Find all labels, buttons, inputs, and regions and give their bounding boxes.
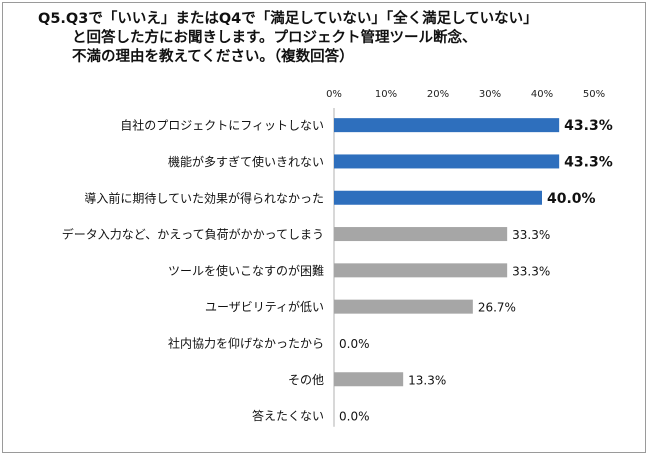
bar — [334, 372, 404, 387]
x-tick-label: 20% — [427, 89, 449, 100]
x-tick-label: 10% — [375, 89, 397, 100]
category-label: ユーザビリティが低い — [205, 299, 324, 314]
data-label: 43.3% — [564, 154, 613, 170]
x-tick-label: 0% — [326, 89, 342, 100]
bar — [334, 263, 508, 278]
bar — [334, 190, 542, 205]
bar — [334, 118, 560, 133]
data-label: 0.0% — [339, 410, 370, 424]
bar — [334, 227, 508, 242]
data-label: 40.0% — [547, 191, 596, 207]
title-line-3: 不満の理由を教えてください。（複数回答） — [72, 49, 354, 65]
category-label: 社内協力を仰げなかったから — [168, 335, 324, 350]
category-label: その他 — [288, 373, 324, 387]
category-label: 自社のプロジェクトにフィットしない — [120, 118, 324, 133]
x-tick-label: 40% — [531, 89, 553, 100]
data-label: 33.3% — [512, 264, 550, 278]
category-label: 導入前に期待していた効果が得られなかった — [84, 190, 324, 205]
x-tick-label: 30% — [479, 89, 501, 100]
data-label: 43.3% — [564, 118, 613, 134]
category-label: 答えたくない — [252, 408, 324, 423]
title-line-1: Q5.Q3で「いいえ」またはQ4で「満足していない」「全く満足していない」 — [38, 11, 538, 27]
data-label: 0.0% — [339, 337, 370, 351]
data-label: 33.3% — [512, 228, 550, 242]
chart-frame — [2, 2, 646, 453]
data-label: 26.7% — [478, 301, 516, 315]
title-line-2: と回答した方にお聞きします。プロジェクト管理ツール断念、 — [72, 30, 477, 46]
category-label: 機能が多すぎて使いきれない — [168, 154, 324, 169]
bar — [334, 299, 473, 314]
chart-title: Q5.Q3で「いいえ」またはQ4で「満足していない」「全く満足していない」 と回… — [38, 10, 638, 67]
x-tick-label: 50% — [583, 89, 605, 100]
data-label: 13.3% — [408, 373, 446, 387]
category-label: データ入力など、かえって負荷がかかってしまう — [62, 227, 324, 242]
category-label: ツールを使いこなすのが困難 — [168, 263, 324, 278]
bar — [334, 154, 560, 169]
